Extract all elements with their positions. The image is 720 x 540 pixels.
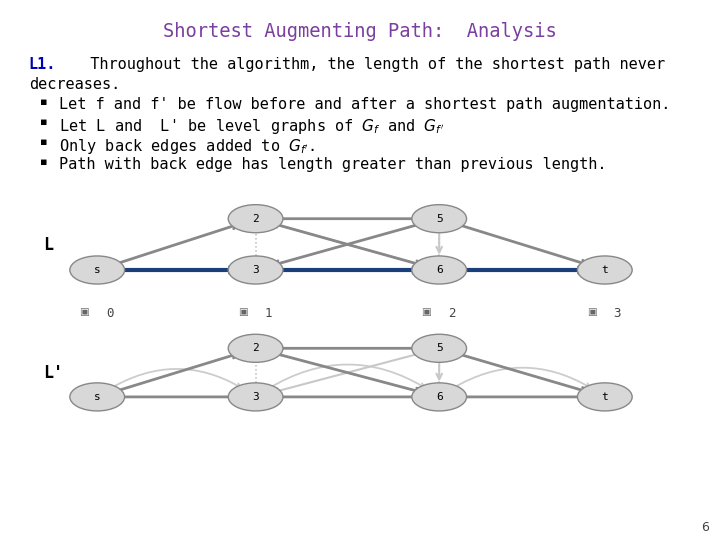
Text: Path with back edge has length greater than previous length.: Path with back edge has length greater t…: [59, 157, 606, 172]
Ellipse shape: [70, 383, 125, 411]
Text: ▪: ▪: [40, 137, 47, 147]
Text: 6: 6: [436, 392, 443, 402]
Text: ▣: ▣: [79, 307, 89, 317]
Text: 5: 5: [436, 214, 443, 224]
Text: 3: 3: [252, 265, 259, 275]
Text: 1: 1: [264, 307, 271, 320]
FancyArrowPatch shape: [454, 353, 587, 393]
Ellipse shape: [412, 256, 467, 284]
Ellipse shape: [412, 383, 467, 411]
FancyArrowPatch shape: [112, 267, 235, 273]
Text: L1.: L1.: [29, 57, 56, 72]
FancyArrowPatch shape: [436, 363, 442, 379]
Ellipse shape: [228, 383, 283, 411]
Text: Throughout the algorithm, the length of the shortest path never: Throughout the algorithm, the length of …: [72, 57, 665, 72]
FancyArrowPatch shape: [452, 368, 590, 389]
Text: 2: 2: [252, 214, 259, 224]
FancyArrowPatch shape: [271, 346, 420, 351]
Text: ▪: ▪: [40, 117, 47, 127]
Text: 3: 3: [613, 307, 621, 320]
Text: Let L and  L' be level graphs of $G_f$ and $G_{f'}$: Let L and L' be level graphs of $G_f$ an…: [59, 117, 444, 136]
Text: 6: 6: [436, 265, 443, 275]
Ellipse shape: [412, 334, 467, 362]
FancyArrowPatch shape: [271, 267, 419, 273]
Text: ▪: ▪: [40, 97, 47, 107]
FancyArrowPatch shape: [110, 369, 241, 389]
FancyArrowPatch shape: [112, 394, 237, 400]
Ellipse shape: [577, 383, 632, 411]
FancyArrowPatch shape: [273, 222, 425, 266]
Text: s: s: [94, 265, 101, 275]
FancyArrowPatch shape: [271, 394, 420, 400]
FancyArrowPatch shape: [270, 223, 421, 266]
Text: Let f and f' be flow before and after a shortest path augmentation.: Let f and f' be flow before and after a …: [59, 97, 670, 112]
Text: ▣: ▣: [238, 307, 248, 317]
Text: 2: 2: [448, 307, 455, 320]
FancyArrowPatch shape: [454, 394, 586, 400]
Text: t: t: [601, 392, 608, 402]
Text: ▣: ▣: [421, 307, 431, 317]
FancyArrowPatch shape: [454, 267, 585, 273]
FancyArrowPatch shape: [269, 364, 425, 389]
Text: ▣: ▣: [587, 307, 597, 317]
Text: 3: 3: [252, 392, 259, 402]
Text: decreases.: decreases.: [29, 77, 120, 92]
Text: 5: 5: [436, 343, 443, 353]
Text: L: L: [43, 235, 53, 254]
Text: Shortest Augmenting Path:  Analysis: Shortest Augmenting Path: Analysis: [163, 22, 557, 40]
Text: Only back edges added to $G_{f'}$.: Only back edges added to $G_{f'}$.: [59, 137, 315, 156]
Ellipse shape: [228, 205, 283, 233]
Text: ▪: ▪: [40, 157, 47, 167]
FancyArrowPatch shape: [112, 353, 238, 393]
Ellipse shape: [412, 205, 467, 233]
FancyArrowPatch shape: [271, 352, 421, 394]
FancyArrowPatch shape: [273, 352, 424, 394]
Ellipse shape: [228, 256, 283, 284]
FancyArrowPatch shape: [112, 224, 238, 265]
Text: 2: 2: [252, 343, 259, 353]
Text: s: s: [94, 392, 101, 402]
FancyArrowPatch shape: [274, 223, 425, 266]
Text: L': L': [43, 363, 63, 382]
Ellipse shape: [70, 256, 125, 284]
Ellipse shape: [577, 256, 632, 284]
FancyArrowPatch shape: [436, 234, 442, 252]
Text: t: t: [601, 265, 608, 275]
Text: 6: 6: [701, 521, 709, 534]
FancyArrowPatch shape: [454, 223, 588, 266]
FancyArrowPatch shape: [271, 267, 420, 273]
Ellipse shape: [228, 334, 283, 362]
Text: 0: 0: [106, 307, 113, 320]
FancyArrowPatch shape: [271, 216, 420, 221]
